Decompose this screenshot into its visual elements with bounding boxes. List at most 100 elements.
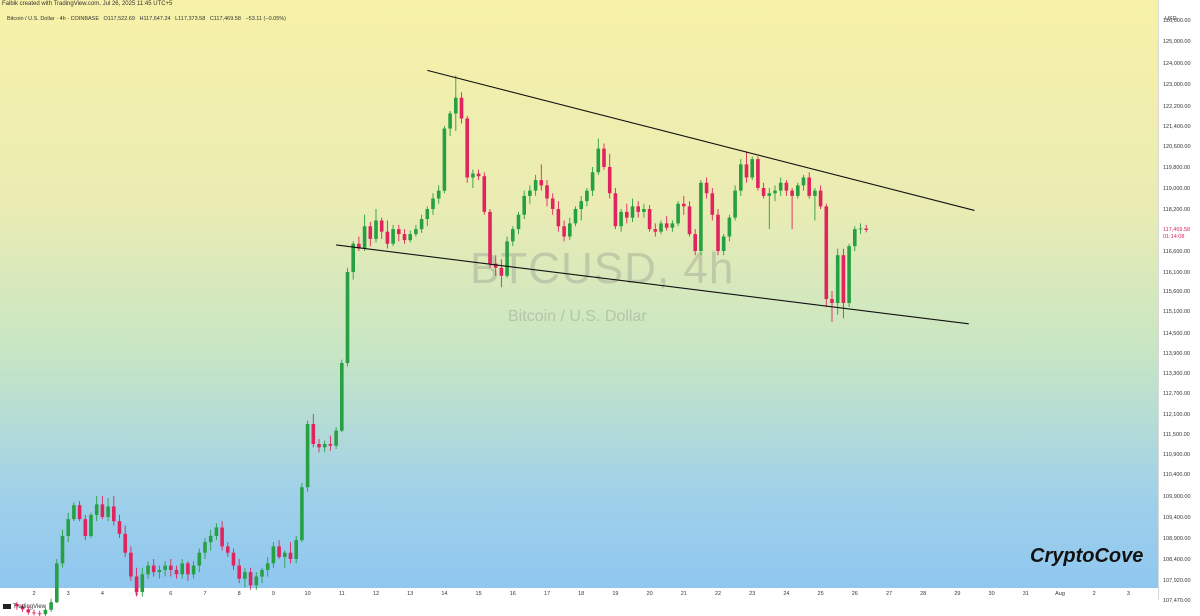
candle-body bbox=[710, 193, 715, 215]
candle-body bbox=[151, 565, 156, 573]
upper-trendline bbox=[427, 69, 975, 211]
ohlc-high: H117,647.24 bbox=[139, 16, 171, 22]
candle-body bbox=[482, 176, 487, 212]
price-badge bbox=[1159, 224, 1200, 241]
x-tick-label: 15 bbox=[476, 591, 482, 597]
candle-body bbox=[140, 574, 145, 592]
candle-body bbox=[550, 198, 555, 209]
candle-body bbox=[562, 226, 566, 237]
candle-body bbox=[511, 229, 515, 242]
y-tick-label: 109,900.00 bbox=[1163, 494, 1191, 500]
candle-body bbox=[499, 267, 504, 276]
y-tick-label: 109,400.00 bbox=[1163, 515, 1191, 521]
candle-body bbox=[613, 193, 618, 227]
x-tick-label: 16 bbox=[510, 591, 516, 597]
candle-body bbox=[77, 505, 82, 520]
candle-body bbox=[397, 229, 401, 235]
y-tick-label: 110,900.00 bbox=[1163, 452, 1190, 458]
x-tick-label: 2 bbox=[32, 591, 35, 597]
tradingview-icon bbox=[3, 604, 11, 609]
candle-body bbox=[43, 609, 48, 615]
x-tick-label: 31 bbox=[1023, 591, 1029, 597]
candle-body bbox=[271, 546, 276, 564]
candle-body bbox=[824, 206, 829, 299]
candle-body bbox=[294, 540, 298, 559]
candle-body bbox=[317, 444, 321, 448]
x-tick-label: 6 bbox=[169, 591, 172, 597]
y-tick-label: 116,600.00 bbox=[1163, 249, 1190, 255]
candle-body bbox=[727, 217, 732, 237]
candle-body bbox=[431, 198, 435, 209]
y-tick-label: 112,100.00 bbox=[1163, 412, 1190, 418]
candle-body bbox=[442, 128, 447, 191]
candle-body bbox=[89, 514, 93, 536]
candle-body bbox=[146, 565, 150, 575]
y-tick-label: 122,200.00 bbox=[1163, 104, 1191, 110]
y-tick-label: 119,000.00 bbox=[1163, 186, 1190, 192]
candle-body bbox=[391, 229, 395, 244]
x-tick-label: 30 bbox=[989, 591, 995, 597]
y-tick-label: 120,600.00 bbox=[1163, 144, 1191, 150]
y-tick-label: 126,000.00 bbox=[1163, 18, 1191, 24]
x-tick-label: 23 bbox=[749, 591, 755, 597]
candle-body bbox=[465, 118, 469, 178]
candle-body bbox=[556, 209, 561, 227]
symbol-watermark-sub: Bitcoin / U.S. Dollar bbox=[508, 308, 647, 325]
candle-body bbox=[607, 167, 612, 194]
x-tick-label: 18 bbox=[578, 591, 584, 597]
candle-body bbox=[579, 201, 583, 209]
candle-body bbox=[664, 223, 669, 228]
candle-body bbox=[835, 255, 840, 303]
candle-body bbox=[260, 569, 264, 577]
y-tick-label: 116,100.00 bbox=[1163, 270, 1190, 276]
price-axis[interactable] bbox=[1158, 0, 1200, 600]
candle-body bbox=[778, 182, 783, 191]
y-tick-label: 111,500.00 bbox=[1163, 432, 1190, 438]
candle-body bbox=[243, 572, 247, 579]
y-tick-label: 124,000.00 bbox=[1163, 61, 1191, 67]
candle-body bbox=[117, 521, 122, 534]
y-tick-label: 113,900.00 bbox=[1163, 351, 1190, 357]
candle-body bbox=[493, 263, 498, 268]
candle-body bbox=[283, 552, 287, 557]
candle-body bbox=[300, 487, 304, 541]
candle-body bbox=[642, 209, 646, 212]
x-tick-label: 26 bbox=[852, 591, 858, 597]
candle-body bbox=[436, 190, 441, 199]
candle-body bbox=[26, 609, 31, 613]
candle-body bbox=[254, 576, 259, 586]
candle-body bbox=[744, 164, 749, 178]
x-tick-label: 17 bbox=[544, 591, 550, 597]
x-tick-label: 20 bbox=[647, 591, 653, 597]
candle-body bbox=[186, 563, 190, 575]
candle-body bbox=[830, 299, 834, 303]
candle-body bbox=[340, 363, 344, 431]
candle-body bbox=[801, 177, 806, 186]
brand-logo-text: CryptoCove bbox=[1030, 545, 1144, 567]
chart-plot-area[interactable] bbox=[0, 0, 1158, 588]
candle-body bbox=[590, 172, 595, 191]
candle-body bbox=[853, 229, 857, 247]
candle-body bbox=[693, 234, 697, 251]
x-tick-label: 21 bbox=[681, 591, 687, 597]
ohlc-open: O117,522.69 bbox=[103, 16, 135, 22]
candle-body bbox=[362, 226, 367, 249]
candle-body bbox=[55, 563, 59, 603]
candle-body bbox=[784, 182, 789, 191]
candle-body bbox=[750, 159, 754, 178]
candle-body bbox=[545, 185, 549, 199]
x-tick-label: 3 bbox=[67, 591, 70, 597]
candle-body bbox=[841, 255, 846, 303]
candle-body bbox=[756, 159, 760, 188]
candle-body bbox=[32, 612, 36, 614]
candle-body bbox=[539, 180, 544, 186]
y-tick-label: 107,920.00 bbox=[1163, 578, 1191, 584]
candle-body bbox=[208, 535, 213, 543]
candle-body bbox=[334, 430, 338, 446]
lower-trendline bbox=[336, 244, 969, 325]
candle-body bbox=[226, 546, 230, 553]
symbol-watermark: BTCUSD, 4h bbox=[470, 244, 735, 293]
candle-body bbox=[636, 206, 640, 212]
candle-body bbox=[761, 188, 766, 196]
